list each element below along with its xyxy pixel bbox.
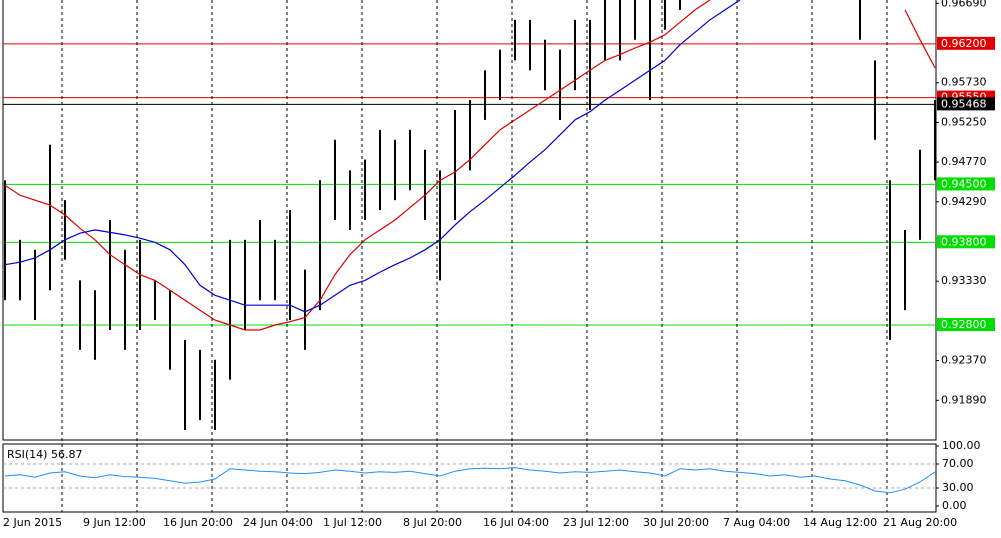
moving-average xyxy=(4,0,936,331)
x-tick-label: 23 Jul 12:00 xyxy=(563,516,629,529)
plot-area xyxy=(3,0,936,431)
x-tick-label: 24 Jun 04:00 xyxy=(243,516,313,529)
x-tick-label: 8 Jul 20:00 xyxy=(403,516,462,529)
y-tick-label: 30.00 xyxy=(942,481,974,494)
moving-average xyxy=(4,0,741,313)
level-label: 0.94500 xyxy=(941,177,987,190)
y-tick-label: 100.00 xyxy=(942,439,981,452)
y-tick-label: 0.96690 xyxy=(941,0,987,9)
main-frame xyxy=(2,0,937,441)
y-tick-label: 0.94770 xyxy=(941,155,987,168)
x-tick-label: 16 Jun 20:00 xyxy=(163,516,233,529)
level-label-box xyxy=(937,235,995,249)
level-label: 0.93800 xyxy=(941,235,987,248)
y-tick-label: 0.91890 xyxy=(941,393,987,406)
y-tick-label: 0.95250 xyxy=(941,115,987,128)
level-label-box xyxy=(937,97,995,111)
x-tick-label: 1 Jul 12:00 xyxy=(323,516,382,529)
x-tick-label: 21 Aug 20:00 xyxy=(883,516,957,529)
y-tick-label: 70.00 xyxy=(942,457,974,470)
level-label: 0.95468 xyxy=(941,97,987,110)
rsi-line xyxy=(4,467,936,494)
level-label-box xyxy=(937,36,995,50)
x-tick-label: 2 Jun 2015 xyxy=(3,516,62,529)
rsi-title: RSI(14) 56.87 xyxy=(7,448,82,461)
level-label-box xyxy=(937,318,995,332)
x-tick-label: 7 Aug 04:00 xyxy=(723,516,790,529)
y-tick-label: 0.93330 xyxy=(941,274,987,287)
level-label-box xyxy=(937,177,995,191)
y-tick-label: 0.00 xyxy=(942,499,967,512)
level-label: 0.92800 xyxy=(941,318,987,331)
y-tick-label: 0.92370 xyxy=(941,354,987,367)
x-tick-label: 9 Jun 12:00 xyxy=(83,516,146,529)
x-tick-label: 16 Jul 04:00 xyxy=(483,516,549,529)
x-tick-label: 14 Aug 12:00 xyxy=(803,516,877,529)
rsi-frame xyxy=(2,443,937,513)
x-tick-label: 30 Jul 20:00 xyxy=(643,516,709,529)
y-tick-label: 0.95730 xyxy=(941,76,987,89)
y-tick-label: 0.94290 xyxy=(941,195,987,208)
level-label: 0.96200 xyxy=(941,37,987,50)
